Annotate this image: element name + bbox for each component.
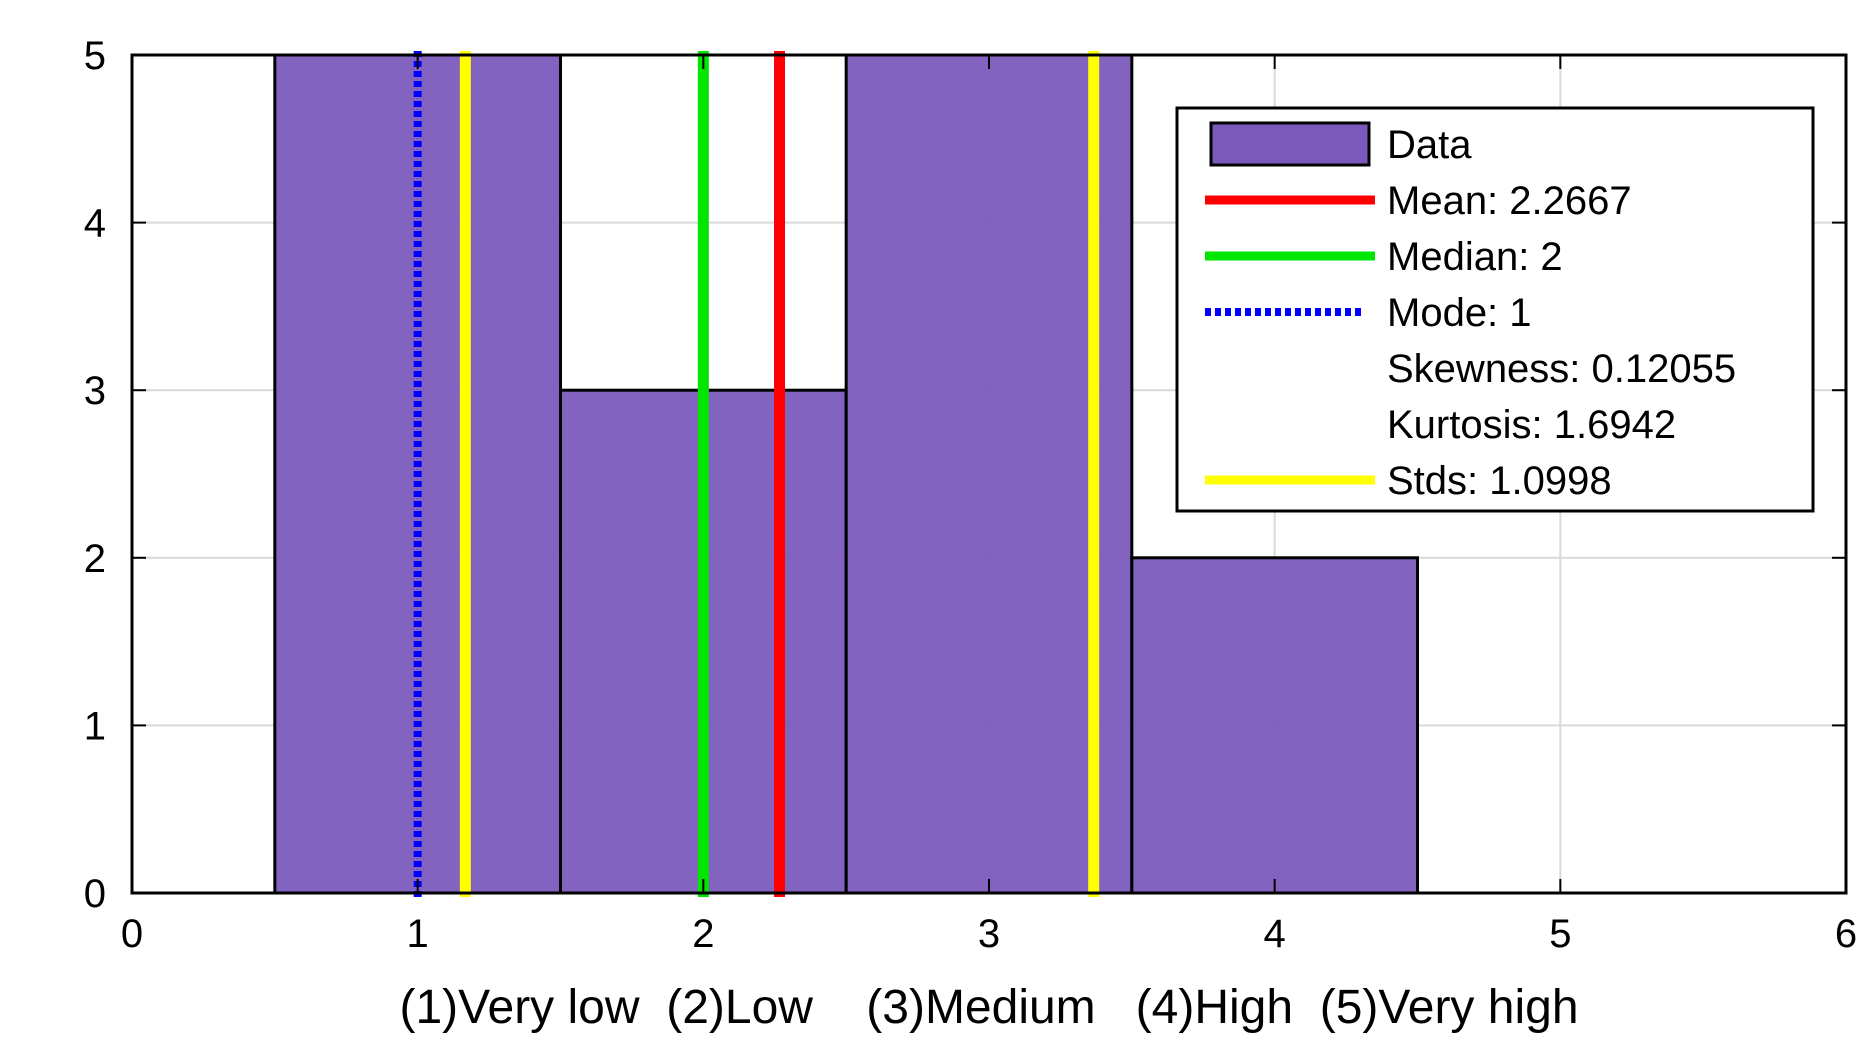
legend-box — [1175, 106, 1815, 513]
y-tick-label: 4 — [84, 202, 106, 246]
x-tick-label: 3 — [978, 912, 1000, 956]
y-tick-label: 2 — [84, 537, 106, 581]
legend-label-mean: Mean: 2.2667 — [1387, 179, 1632, 223]
tick-labels: 0 1 2 3 4 5 6 0 1 2 3 4 5 — [84, 34, 1857, 956]
legend-label-skewness: Skewness: 0.12055 — [1387, 347, 1736, 391]
reference-lines — [413, 51, 1100, 897]
legend: Data Mean: 2.2667 Median: 2 Mode: 1 Skewness… — [1175, 106, 1815, 513]
y-tick-label: 1 — [84, 704, 106, 748]
legend-label-kurtosis: Kurtosis: 1.6942 — [1387, 403, 1676, 447]
legend-label-median: Median: 2 — [1387, 235, 1563, 279]
legend-label-stds: Stds: 1.0998 — [1387, 459, 1612, 503]
histogram-bar — [1130, 556, 1420, 895]
y-tick-label: 5 — [84, 34, 106, 78]
legend-label-data: Data — [1387, 123, 1472, 167]
axes — [130, 53, 1848, 895]
x-axis-label: (1)Very low (2)Low (3)Medium (4)High (5)… — [399, 981, 1578, 1034]
x-tick-label: 2 — [692, 912, 714, 956]
x-tick-label: 5 — [1549, 912, 1571, 956]
legend-swatch-data — [1209, 121, 1371, 167]
x-tick-label: 1 — [407, 912, 429, 956]
x-tick-label: 4 — [1264, 912, 1286, 956]
x-tick-label: 6 — [1835, 912, 1857, 956]
legend-label-mode: Mode: 1 — [1387, 291, 1532, 335]
x-tick-label: 0 — [121, 912, 143, 956]
y-tick-label: 3 — [84, 369, 106, 413]
y-tick-label: 0 — [84, 872, 106, 916]
